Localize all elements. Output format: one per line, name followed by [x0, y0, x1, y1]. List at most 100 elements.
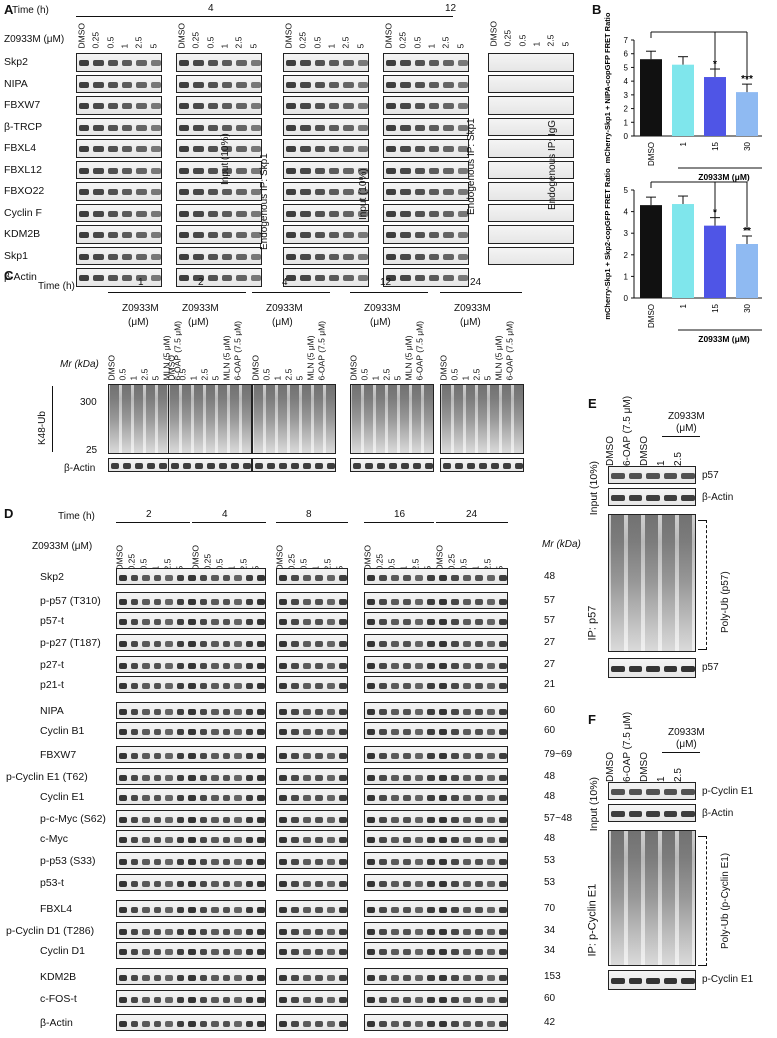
lane-label: 2.5	[545, 34, 556, 47]
band	[487, 906, 495, 913]
band	[79, 60, 90, 67]
lane-label: 2.5	[133, 36, 144, 49]
band	[415, 640, 423, 647]
band	[379, 728, 387, 735]
band	[429, 275, 440, 282]
band	[403, 640, 411, 647]
smear-lane	[679, 515, 692, 651]
smear-lane	[490, 385, 499, 453]
lane-label: 0.5	[517, 34, 528, 47]
band	[391, 794, 399, 801]
band	[153, 928, 162, 935]
band	[303, 974, 311, 981]
band	[279, 774, 287, 781]
band	[503, 463, 511, 469]
lane-label: 5	[392, 375, 403, 381]
band	[487, 858, 495, 865]
band	[130, 836, 139, 843]
band	[291, 640, 299, 647]
band	[300, 189, 311, 196]
band	[400, 189, 411, 196]
band	[463, 996, 471, 1003]
band	[176, 618, 185, 625]
band	[439, 574, 447, 581]
band	[315, 948, 323, 955]
band	[250, 253, 261, 260]
band	[303, 794, 311, 801]
lane-label: 1	[119, 43, 130, 49]
band	[122, 189, 133, 196]
band	[245, 774, 254, 781]
band	[79, 124, 90, 131]
blot-d	[116, 852, 266, 869]
poly-ub-label: Poly-Ub (p-Cyclin E1)	[720, 852, 731, 949]
band	[279, 463, 287, 469]
band	[222, 708, 231, 715]
poly-ub-smear	[608, 514, 696, 652]
band	[107, 81, 118, 88]
band	[357, 103, 368, 110]
time-point: 8	[306, 509, 312, 520]
band	[439, 774, 447, 781]
band	[303, 996, 311, 1003]
blot-a	[176, 160, 262, 179]
y-tick-label: 1	[624, 272, 629, 281]
bar	[704, 77, 726, 136]
smear-lane	[302, 385, 311, 453]
band	[315, 598, 323, 605]
lane-label: MLN (5 μM)	[403, 335, 414, 381]
band	[153, 974, 162, 981]
band	[403, 974, 411, 981]
blot-a	[488, 74, 574, 93]
band	[291, 1020, 299, 1027]
band	[646, 811, 660, 817]
band	[245, 928, 254, 935]
smear-lane	[466, 385, 475, 453]
band	[93, 232, 104, 239]
band	[386, 146, 397, 153]
band	[222, 974, 231, 981]
band	[357, 81, 368, 88]
blot-a	[383, 53, 469, 72]
band	[222, 253, 233, 260]
band	[257, 574, 265, 581]
lane-label: 2.5	[283, 368, 294, 381]
band	[234, 640, 242, 647]
row-label: FBXW7	[40, 749, 77, 761]
band	[255, 463, 263, 469]
mr-label-d: Mr (kDa)	[542, 539, 581, 550]
lane-label: 6-OAP (7.5 μM)	[622, 711, 633, 782]
band	[123, 463, 131, 469]
band	[234, 836, 242, 843]
band	[391, 728, 399, 735]
band	[367, 598, 375, 605]
band	[176, 928, 185, 935]
band	[279, 836, 287, 843]
band	[427, 598, 435, 605]
band	[327, 708, 335, 715]
band	[279, 858, 287, 865]
band	[475, 948, 483, 955]
band	[222, 574, 231, 581]
band	[153, 948, 162, 955]
bar	[736, 92, 758, 136]
band	[211, 640, 219, 647]
panel-label-a: A	[4, 2, 14, 17]
band	[303, 928, 311, 935]
band	[427, 774, 435, 781]
band	[119, 598, 127, 605]
band	[451, 682, 459, 689]
band	[142, 640, 150, 647]
band	[315, 816, 323, 823]
band	[611, 473, 625, 479]
band	[427, 640, 435, 647]
blot-d	[276, 788, 348, 805]
band	[165, 574, 173, 581]
drug-label: Z0933M	[364, 303, 401, 314]
band	[179, 275, 190, 282]
band	[377, 463, 385, 469]
band	[222, 774, 231, 781]
band	[136, 81, 147, 88]
band	[222, 60, 233, 67]
band	[300, 253, 311, 260]
